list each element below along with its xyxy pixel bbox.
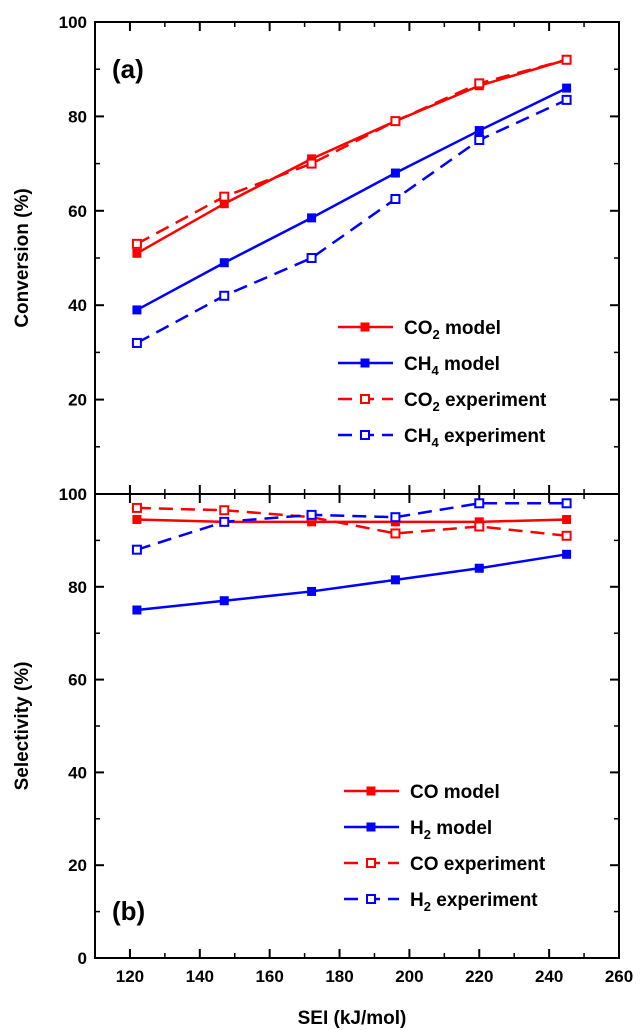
- data-point: [474, 563, 484, 573]
- legend-label: CO2 experiment: [404, 390, 547, 414]
- data-point: [132, 248, 142, 258]
- data-point: [390, 512, 401, 523]
- legend-label: H2 model: [410, 818, 492, 842]
- y-axis-title: Selectivity (%): [12, 662, 33, 791]
- legend-label: CH4 experiment: [404, 426, 546, 450]
- data-point: [390, 575, 400, 585]
- x-tick-label: 180: [325, 967, 353, 986]
- legend-marker: [360, 322, 370, 332]
- data-point: [132, 605, 142, 615]
- x-tick-label: 260: [605, 967, 633, 986]
- plot-frame: [94, 21, 620, 495]
- legend-marker: [360, 430, 370, 440]
- y-tick-label: 40: [68, 296, 87, 315]
- y-tick-label: 100: [59, 13, 87, 32]
- data-point: [219, 516, 230, 527]
- legend-marker: [366, 858, 376, 868]
- y-tick-label: 40: [68, 763, 87, 782]
- legend-label: H2 experiment: [410, 890, 538, 914]
- data-point: [390, 116, 401, 127]
- legend-label: CO2 model: [404, 318, 501, 342]
- legend-marker: [366, 822, 376, 832]
- data-point: [219, 258, 229, 268]
- data-point: [474, 135, 485, 145]
- legend-marker: [360, 394, 370, 404]
- data-point: [561, 498, 572, 509]
- data-point: [219, 505, 230, 516]
- data-point: [306, 253, 317, 263]
- data-point: [306, 509, 317, 520]
- y-tick-label: 100: [59, 485, 87, 504]
- panel-a: 20 40 60 80 100 Conversion (%) (a) CO2 model CH4…: [12, 13, 620, 495]
- data-point: [474, 498, 485, 509]
- y-axis-title: Conversion (%): [12, 188, 33, 327]
- data-point: [132, 515, 142, 525]
- x-tick-label: 200: [395, 967, 423, 986]
- data-point: [306, 158, 317, 169]
- y-tick-label: 60: [68, 202, 87, 221]
- legend-marker: [366, 894, 376, 904]
- data-point: [562, 83, 572, 93]
- data-point: [562, 515, 572, 525]
- data-point: [474, 126, 484, 136]
- data-point: [561, 94, 572, 105]
- data-point: [561, 54, 572, 65]
- series-line-3: [136, 502, 567, 551]
- data-point: [131, 238, 142, 249]
- x-tick-label: 120: [116, 967, 144, 986]
- data-point: [219, 596, 229, 606]
- x-tick-label: 220: [465, 967, 493, 986]
- data-point: [131, 502, 142, 513]
- data-point: [390, 194, 401, 204]
- panel-label: (b): [112, 896, 145, 926]
- data-point: [562, 549, 572, 559]
- y-tick-label: 20: [68, 391, 87, 410]
- data-point: [131, 337, 142, 348]
- legend-label: CO model: [410, 782, 500, 803]
- x-axis-title: SEI (kJ/mol): [298, 1008, 407, 1029]
- data-point: [219, 199, 229, 209]
- series-line-0: [136, 518, 567, 524]
- panel-label: (a): [112, 54, 144, 84]
- data-point: [474, 521, 485, 532]
- legend-marker: [366, 786, 376, 796]
- plot-frame: [94, 493, 620, 959]
- data-point: [307, 586, 317, 596]
- data-point: [561, 530, 572, 541]
- x-tick-label: 160: [255, 967, 283, 986]
- y-tick-label: 80: [68, 107, 87, 126]
- x-tick-label: 140: [186, 967, 214, 986]
- data-point: [307, 213, 317, 223]
- series-line-3: [136, 98, 568, 345]
- data-point: [474, 78, 485, 89]
- series-line-1: [136, 553, 567, 612]
- data-point: [390, 528, 401, 539]
- y-tick-label: 20: [68, 856, 87, 875]
- y-tick-label: 80: [68, 578, 87, 597]
- data-point: [219, 191, 230, 202]
- y-tick-label: 60: [68, 671, 87, 690]
- data-point: [131, 544, 142, 555]
- data-point: [132, 305, 142, 315]
- legend-marker: [360, 358, 370, 368]
- series-line-2: [136, 506, 567, 538]
- legend-label: CH4 model: [404, 354, 500, 378]
- series-line-0: [136, 58, 567, 255]
- data-point: [390, 168, 400, 178]
- y-tick-label: 0: [78, 949, 87, 968]
- panel-b: 0 20 40 60 80 100 120 140 160 180 200 220 240 260 SEI …: [12, 485, 633, 1029]
- x-tick-label: 240: [535, 967, 563, 986]
- legend-label: CO experiment: [410, 854, 546, 875]
- series-line-1: [136, 86, 568, 312]
- data-point: [219, 290, 230, 301]
